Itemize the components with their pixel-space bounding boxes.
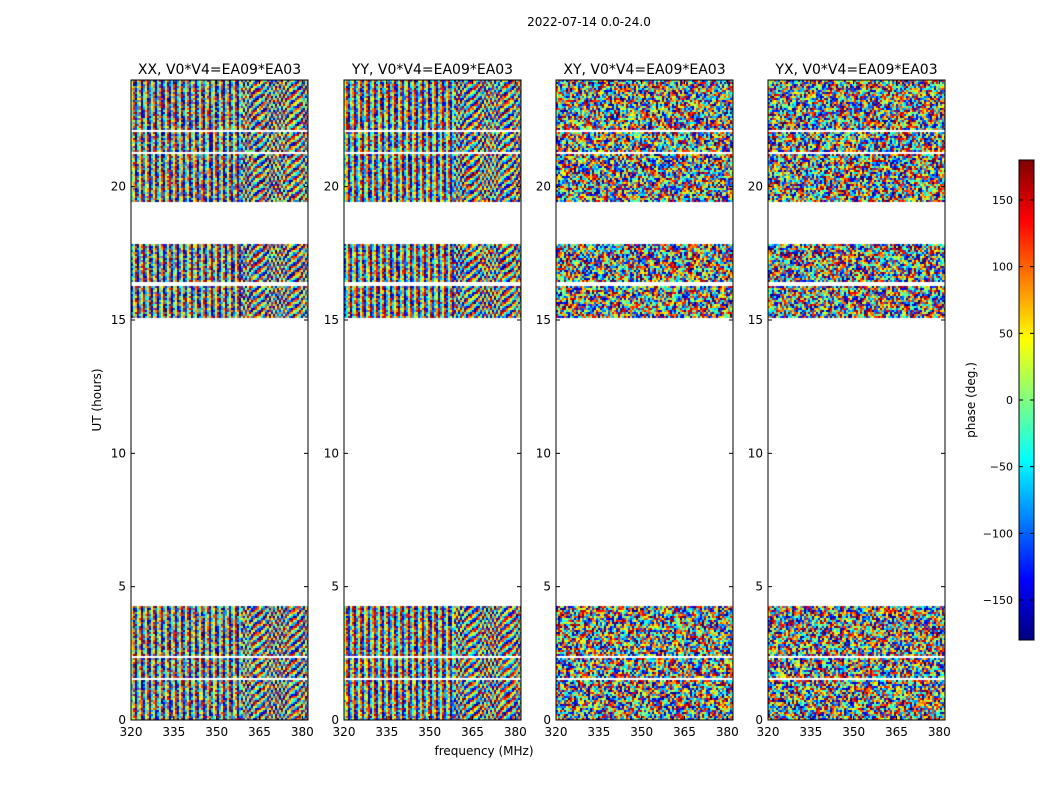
- panel-title-yx: YX, V0*V4=EA09*EA03: [774, 62, 937, 78]
- xtick-label-xy-350: 350: [630, 725, 653, 739]
- xtick-label-xx-350: 350: [205, 725, 228, 739]
- xtick-label-yy-365: 365: [461, 725, 484, 739]
- ytick-label-xx-15: 15: [111, 313, 126, 327]
- ytick-label-yy-20: 20: [324, 180, 339, 194]
- xtick-label-xx-380: 380: [291, 725, 314, 739]
- xtick-label-yx-320: 320: [757, 725, 780, 739]
- ytick-label-xx-20: 20: [111, 180, 126, 194]
- colorbar-ticks: 150 100 50 0 −50 −100 −150: [983, 194, 1034, 607]
- xtick-label-yx-335: 335: [799, 725, 822, 739]
- colorbar-tick-label-1: 100: [992, 261, 1013, 274]
- xtick-label-xx-335: 335: [162, 725, 185, 739]
- ytick-label-yx-10: 10: [748, 446, 763, 460]
- heatmap-xy: [556, 80, 733, 720]
- heatmap-canvas-yx: [768, 80, 945, 720]
- colorbar-tick-label-2: 50: [999, 327, 1013, 340]
- xtick-label-xy-380: 380: [716, 725, 739, 739]
- ytick-label-yx-5: 5: [755, 580, 763, 594]
- ytick-label-xx-0: 0: [118, 713, 126, 727]
- colorbar-label: phase (deg.): [964, 362, 978, 438]
- heatmap-canvas-xx: [131, 80, 308, 720]
- ytick-label-xx-5: 5: [118, 580, 126, 594]
- panel-yx: YX, V0*V4=EA09*EA03 320 335 350 365 380 0 5 10 15…: [748, 62, 951, 739]
- panel-frame-yx: [767, 79, 946, 721]
- ytick-label-yy-0: 0: [331, 713, 339, 727]
- colorbar: phase (deg.) 150 100 50 0 −50 −100 −150: [964, 159, 1035, 641]
- heatmap-xx: [131, 80, 308, 720]
- y-axis-label: UT (hours): [90, 368, 104, 431]
- ytick-label-yx-0: 0: [755, 713, 763, 727]
- ytick-label-yy-5: 5: [331, 580, 339, 594]
- heatmap-yx: [768, 80, 945, 720]
- panel-xy: XY, V0*V4=EA09*EA03 320 335 350 365 380 0 5 10 15…: [536, 62, 739, 739]
- heatmap-canvas-yy: [344, 80, 521, 720]
- xtick-label-yy-335: 335: [375, 725, 398, 739]
- panel-yy: YY, V0*V4=EA09*EA03 320 335 350 365 380 0 5 10 15…: [324, 62, 527, 739]
- xtick-label-yx-350: 350: [842, 725, 865, 739]
- xtick-label-xx-365: 365: [248, 725, 271, 739]
- ytick-label-yx-20: 20: [748, 180, 763, 194]
- ytick-label-xy-15: 15: [536, 313, 551, 327]
- ytick-label-yy-10: 10: [324, 446, 339, 460]
- panel-xx: XX, V0*V4=EA09*EA03 320 335 350 365 380 0 5 10 15…: [111, 62, 314, 739]
- panels: XX, V0*V4=EA09*EA03 320 335 350 365 380 0 5 10 15…: [111, 62, 951, 739]
- heatmap-yy: [344, 80, 521, 720]
- xtick-label-xy-335: 335: [587, 725, 610, 739]
- panel-frame-xy: [555, 79, 734, 721]
- panel-title-xy: XY, V0*V4=EA09*EA03: [563, 62, 725, 78]
- xtick-label-xx-320: 320: [120, 725, 143, 739]
- xtick-label-xy-365: 365: [673, 725, 696, 739]
- ytick-label-xy-0: 0: [543, 713, 551, 727]
- figure-suptitle: 2022-07-14 0.0-24.0: [527, 15, 651, 29]
- colorbar-tick-label-0: 150: [992, 194, 1013, 207]
- ytick-label-yy-15: 15: [324, 313, 339, 327]
- xtick-label-yx-365: 365: [885, 725, 908, 739]
- panel-title-xx: XX, V0*V4=EA09*EA03: [138, 62, 301, 78]
- colorbar-tick-label-5: −100: [983, 527, 1013, 540]
- xtick-label-yy-350: 350: [418, 725, 441, 739]
- ytick-label-xy-10: 10: [536, 446, 551, 460]
- heatmap-canvas-xy: [556, 80, 733, 720]
- xtick-label-yx-380: 380: [928, 725, 951, 739]
- ytick-label-xy-5: 5: [543, 580, 551, 594]
- ytick-label-xx-10: 10: [111, 446, 126, 460]
- xtick-label-xy-320: 320: [545, 725, 568, 739]
- xtick-label-yy-380: 380: [504, 725, 527, 739]
- xtick-label-yy-320: 320: [333, 725, 356, 739]
- colorbar-tick-label-6: −150: [983, 594, 1013, 607]
- x-axis-label: frequency (MHz): [434, 744, 533, 758]
- panel-frame-xx: [130, 79, 309, 721]
- colorbar-tick-label-4: −50: [990, 461, 1013, 474]
- panel-title-yy: YY, V0*V4=EA09*EA03: [351, 62, 513, 78]
- ytick-label-xy-20: 20: [536, 180, 551, 194]
- ytick-label-yx-15: 15: [748, 313, 763, 327]
- colorbar-tick-label-3: 0: [1006, 394, 1013, 407]
- panel-frame-yy: [343, 79, 522, 721]
